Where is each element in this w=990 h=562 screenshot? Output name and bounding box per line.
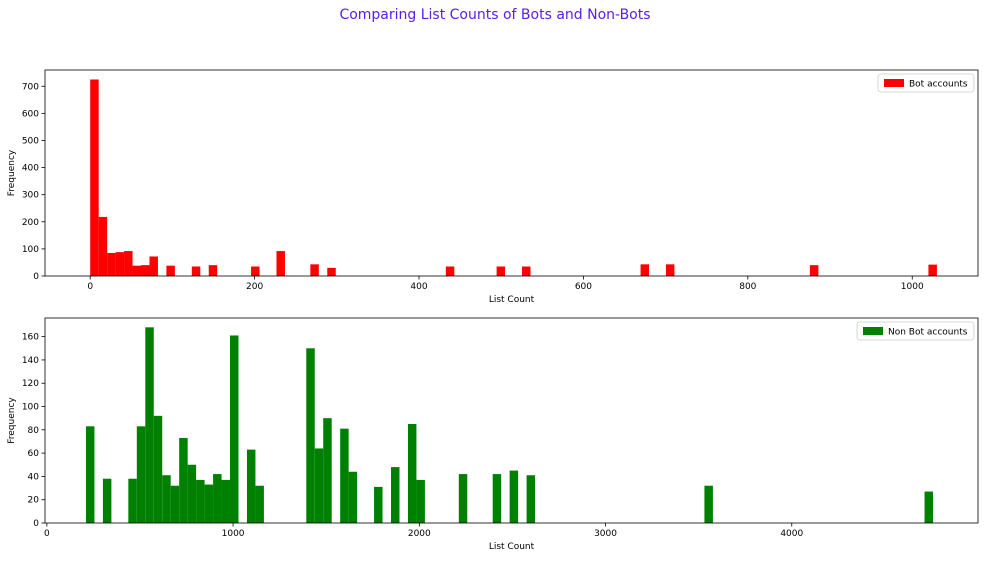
nonbot-x-tick-label: 4000 — [780, 529, 803, 539]
bot-bar — [166, 265, 175, 276]
nonbot-y-tick-label: 60 — [28, 449, 40, 459]
bot-axes-frame — [44, 69, 979, 277]
nonbot-bar — [509, 470, 519, 523]
bot-bar — [640, 264, 650, 276]
bot-legend-box — [877, 73, 975, 93]
bot-bar — [251, 266, 260, 276]
nonbot-bar — [221, 479, 231, 523]
bot-bar — [496, 266, 506, 276]
bot-y-tick-label: 0 — [33, 272, 39, 282]
nonbot-y-tick-label: 120 — [22, 379, 39, 389]
nonbot-x-tick-label: 1000 — [222, 529, 245, 539]
nonbot-x-tick-label: 3000 — [594, 529, 617, 539]
nonbot-x-tick-label: 2000 — [408, 529, 431, 539]
nonbot-bar — [85, 426, 95, 523]
bot-bar — [90, 79, 99, 277]
bot-bar — [665, 264, 675, 276]
nonbot-bar — [323, 418, 332, 523]
nonbot-y-tick-label: 40 — [28, 472, 40, 482]
bot-y-tick-label: 700 — [22, 82, 39, 92]
bot-bar — [310, 264, 319, 276]
bot-x-tick-label: 800 — [739, 282, 756, 292]
nonbot-bar — [153, 415, 163, 523]
nonbot-bar — [213, 474, 222, 523]
bot-y-axis-label: Frequency — [7, 149, 17, 196]
bot-x-tick-label: 400 — [410, 282, 427, 292]
nonbot-y-tick-label: 100 — [22, 403, 39, 413]
nonbot-bar — [391, 467, 400, 523]
bot-bar — [809, 265, 819, 276]
bot-bar — [98, 216, 108, 276]
nonbot-bar — [196, 479, 205, 523]
nonbot-y-tick-label: 140 — [22, 356, 39, 366]
bot-x-tick-label: 200 — [246, 282, 263, 292]
non-bot-histogram-chart: 0 1000 2000 3000 4000 0 20 40 60 80 100 120 140 160 Li… — [7, 317, 979, 552]
bot-x-tick-label: 0 — [87, 282, 93, 292]
nonbot-bar — [246, 449, 256, 523]
nonbot-legend-label: Non Bot accounts — [888, 328, 968, 338]
bot-y-tick-label: 200 — [22, 218, 39, 228]
nonbot-bar — [314, 448, 324, 523]
nonbot-y-tick-label: 80 — [28, 426, 40, 436]
nonbot-bar — [187, 464, 197, 523]
bot-y-tick-label: 300 — [22, 191, 39, 201]
nonbot-bar — [162, 475, 171, 523]
bot-y-tick-label: 400 — [22, 164, 39, 174]
bot-bar — [191, 266, 201, 276]
bot-bar — [149, 256, 158, 276]
nonbot-y-tick-label: 160 — [22, 333, 39, 343]
bot-bar — [522, 266, 531, 276]
nonbot-bar — [407, 423, 417, 523]
bot-histogram-chart: 0 200 400 600 800 1000 0 100 200 300 400 500 600 700 L… — [7, 69, 979, 305]
nonbot-y-axis-label: Frequency — [7, 397, 17, 444]
nonbot-bar — [340, 428, 349, 523]
nonbot-bar — [136, 426, 146, 523]
nonbot-bar — [348, 471, 358, 523]
bot-bar — [141, 265, 150, 276]
bot-bar — [208, 265, 218, 276]
nonbot-bar — [179, 437, 188, 523]
bot-x-tick-label: 1000 — [901, 282, 924, 292]
bot-legend-swatch — [884, 79, 904, 87]
bot-bar — [327, 267, 336, 276]
bot-bar — [928, 264, 937, 276]
nonbot-y-tick-label: 0 — [33, 519, 39, 529]
nonbot-bar — [704, 485, 713, 523]
bot-x-tick-label: 600 — [575, 282, 592, 292]
nonbot-legend-swatch — [863, 327, 883, 335]
nonbot-y-tick-label: 20 — [28, 496, 40, 506]
nonbot-bar — [306, 348, 315, 523]
bot-legend-label: Bot accounts — [909, 80, 968, 90]
nonbot-axes-frame — [44, 317, 979, 524]
bot-x-axis-label: List Count — [489, 295, 535, 305]
nonbot-bar — [255, 485, 264, 523]
nonbot-bar — [458, 474, 468, 523]
nonbot-bar — [924, 491, 934, 523]
nonbot-legend-box — [856, 321, 975, 341]
nonbot-bar — [204, 484, 214, 523]
bot-bar — [276, 251, 285, 276]
nonbot-bar — [230, 335, 239, 523]
bot-y-tick-label: 100 — [22, 245, 39, 255]
nonbot-x-tick-label: 0 — [44, 529, 50, 539]
nonbot-bar — [526, 475, 536, 523]
bot-bar — [445, 266, 455, 276]
nonbot-x-axis-label: List Count — [489, 542, 535, 552]
bot-y-tick-label: 600 — [22, 109, 39, 119]
figure-title: Comparing List Counts of Bots and Non-Bo… — [339, 7, 651, 23]
nonbot-bar — [416, 479, 425, 523]
nonbot-bar — [102, 478, 112, 523]
bot-bar — [107, 252, 116, 276]
nonbot-bar — [145, 327, 154, 523]
bot-y-tick-label: 500 — [22, 136, 39, 146]
bot-bar — [124, 251, 133, 276]
nonbot-bar — [128, 478, 137, 523]
bot-bar — [115, 252, 125, 276]
nonbot-bar — [492, 474, 502, 523]
nonbot-bar — [374, 486, 383, 523]
nonbot-bar — [170, 485, 180, 523]
bot-bar — [132, 265, 142, 276]
